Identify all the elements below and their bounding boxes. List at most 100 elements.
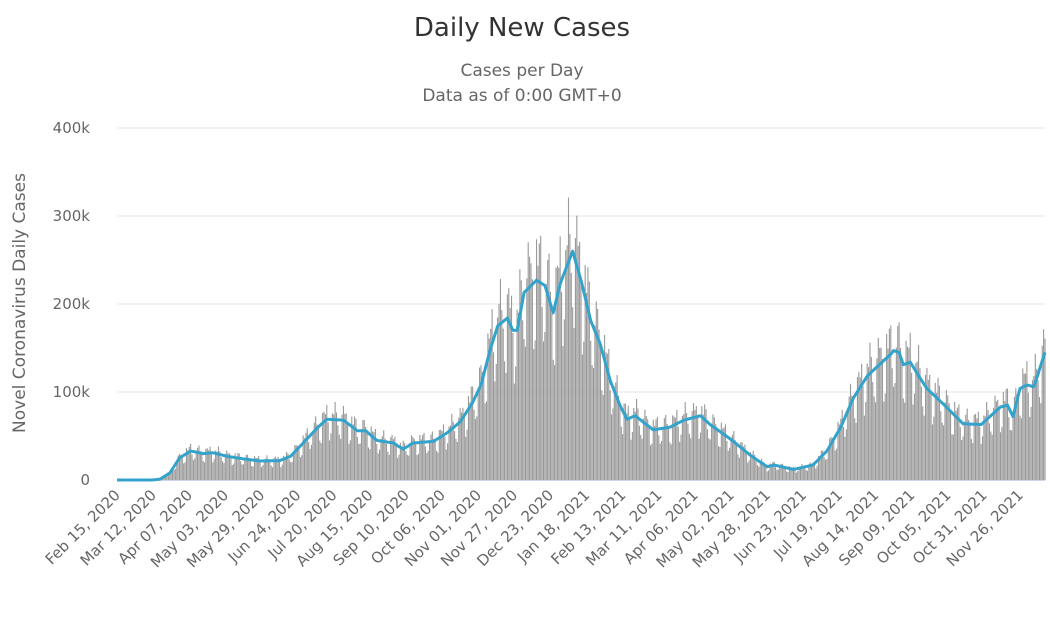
daily-cases-bar	[815, 468, 817, 480]
daily-cases-bar	[342, 405, 344, 480]
daily-cases-bar	[830, 436, 832, 480]
daily-cases-bar	[544, 331, 546, 480]
daily-cases-bar	[349, 440, 351, 480]
daily-cases-bar	[312, 430, 314, 480]
daily-cases-bar	[458, 417, 460, 480]
daily-cases-bar	[976, 418, 978, 480]
daily-cases-bar	[278, 460, 281, 480]
daily-cases-bar	[202, 460, 204, 480]
daily-cases-bar	[285, 451, 288, 480]
daily-cases-bar	[969, 425, 971, 480]
daily-cases-bar	[712, 414, 714, 480]
daily-cases-bar	[587, 267, 589, 480]
daily-cases-bar	[861, 363, 863, 480]
daily-cases-bar	[490, 328, 492, 480]
daily-cases-bar	[723, 427, 725, 480]
daily-cases-bar	[474, 418, 476, 480]
daily-cases-bar	[1040, 403, 1042, 480]
daily-cases-bar	[352, 424, 354, 480]
daily-cases-bar	[488, 338, 490, 480]
daily-cases-bar	[692, 403, 695, 480]
daily-cases-bar	[303, 438, 306, 480]
daily-cases-bar	[412, 437, 414, 480]
daily-cases-bar	[966, 408, 968, 480]
daily-cases-bar	[658, 435, 660, 480]
daily-cases-bar	[755, 461, 757, 480]
daily-cases-bar	[949, 409, 952, 480]
daily-cases-bar	[895, 347, 897, 480]
daily-cases-bar	[834, 450, 836, 480]
daily-cases-bar	[583, 341, 585, 480]
daily-cases-bar	[292, 451, 294, 480]
daily-cases-bar	[1015, 388, 1017, 480]
daily-cases-bar	[891, 368, 893, 480]
daily-cases-bar	[683, 414, 685, 480]
daily-cases-bar	[409, 442, 411, 480]
daily-cases-bar	[572, 307, 574, 480]
daily-cases-bar	[430, 434, 432, 480]
daily-cases-bar	[290, 462, 292, 480]
daily-cases-bar	[688, 433, 690, 480]
daily-cases-bar	[248, 458, 250, 480]
daily-cases-bar	[809, 462, 811, 480]
daily-cases-bar	[637, 408, 639, 480]
daily-cases-bar	[877, 337, 879, 480]
daily-cases-bar	[481, 371, 483, 480]
daily-cases-bar	[208, 450, 210, 480]
daily-cases-bar	[197, 447, 199, 480]
daily-cases-bar	[786, 471, 788, 480]
daily-cases-bar	[405, 451, 407, 480]
daily-cases-bar	[462, 407, 464, 480]
daily-cases-bar	[983, 415, 985, 480]
daily-cases-bar	[345, 413, 347, 480]
daily-cases-bar	[742, 446, 745, 480]
daily-cases-bar	[820, 450, 822, 480]
daily-cases-bar	[415, 441, 417, 480]
daily-cases-bar	[408, 455, 410, 480]
daily-cases-bar	[356, 436, 358, 480]
daily-cases-bar	[984, 416, 986, 480]
daily-cases-bar	[672, 415, 674, 480]
daily-cases-bar	[1041, 345, 1043, 480]
daily-cases-bar	[441, 431, 443, 480]
daily-cases-bar	[805, 469, 807, 480]
daily-cases-bar	[918, 344, 920, 480]
daily-cases-bar	[962, 436, 964, 480]
daily-cases-bar	[681, 415, 683, 480]
daily-cases-bar	[447, 443, 449, 480]
daily-cases-bar	[592, 368, 595, 480]
daily-cases-bar	[988, 423, 990, 480]
daily-cases-bar	[429, 440, 431, 480]
daily-cases-bar	[865, 402, 867, 480]
daily-cases-bar	[473, 409, 475, 480]
daily-cases-bar	[253, 456, 256, 480]
daily-cases-bar	[404, 443, 406, 480]
daily-cases-bar	[466, 429, 468, 480]
daily-cases-bar	[547, 260, 549, 480]
daily-cases-bar	[476, 416, 478, 480]
daily-cases-bar	[426, 453, 428, 480]
daily-cases-bar	[651, 443, 653, 480]
daily-cases-bar	[383, 430, 385, 480]
daily-cases-bar	[224, 453, 226, 480]
daily-cases-bar	[274, 456, 276, 480]
daily-cases-bar	[594, 325, 596, 480]
daily-cases-bar	[185, 448, 188, 480]
daily-cases-bar	[1016, 394, 1018, 480]
daily-cases-bar	[505, 373, 507, 480]
daily-cases-bar	[427, 450, 429, 480]
daily-cases-bar	[537, 265, 539, 480]
daily-cases-bar	[319, 440, 321, 480]
daily-cases-bar	[736, 445, 738, 480]
daily-cases-bar	[965, 414, 967, 480]
daily-cases-bar	[763, 462, 765, 480]
daily-cases-bar	[281, 464, 283, 480]
daily-cases-bar	[526, 278, 528, 480]
daily-cases-bar	[695, 406, 697, 480]
daily-cases-bar	[641, 438, 643, 480]
daily-cases-bar	[943, 425, 945, 480]
daily-cases-bar	[1034, 353, 1036, 480]
daily-cases-bar	[580, 278, 582, 480]
daily-cases-bar	[258, 455, 260, 480]
daily-cases-bar	[667, 427, 670, 480]
